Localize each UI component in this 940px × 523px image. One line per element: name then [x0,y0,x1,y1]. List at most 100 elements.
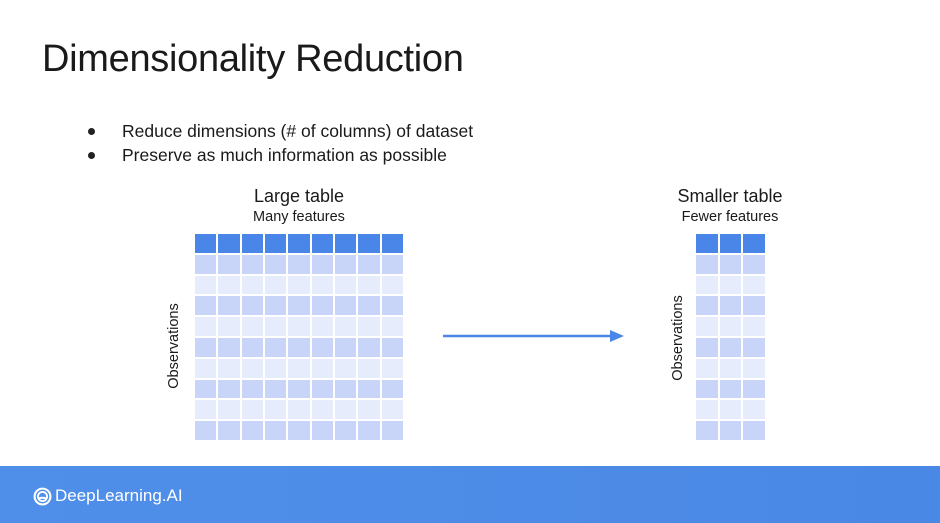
large-table-subtitle: Many features [253,209,345,225]
small-table-cell [719,379,742,399]
large-table-cell [335,338,357,357]
large-table-cell [241,296,263,316]
small-table-cell [743,254,765,274]
small-table-cell [719,296,742,316]
small-table-cell [696,275,718,295]
large-table-cell [381,296,403,316]
large-table-cell [288,421,310,440]
large-table-cell [311,254,333,274]
large-table-cell [358,275,380,295]
large-table-cell [335,358,357,378]
large-table-cell [218,379,240,399]
small-table-subtitle: Fewer features [681,209,779,225]
large-table-cell [311,296,333,316]
large-table-cell [265,254,287,274]
large-table-header-cell [311,234,333,253]
small-table-cell [743,338,765,357]
small-table-cell [743,400,765,420]
large-table-cell [195,296,217,316]
large-table-cell [241,317,263,336]
small-table-cell [743,275,765,295]
large-table-header-cell [195,234,217,253]
large-table-cell [265,338,287,357]
large-table-cell [335,296,357,316]
large-table-cell [218,296,240,316]
small-table-cell [743,421,765,440]
large-table-cell [195,358,217,378]
large-table-cell [288,275,310,295]
bullet-item: Reduce dimensions (# of columns) of data… [88,119,473,143]
large-table-cell [218,421,240,440]
large-table-cell [288,296,310,316]
large-table-cell [381,358,403,378]
small-table-cell [696,317,718,336]
large-table-cell [218,254,240,274]
large-table-cell [195,421,217,440]
large-table-cell [381,317,403,336]
small-table-cell [743,379,765,399]
large-table-cell [241,358,263,378]
large-table-cell [218,358,240,378]
large-table-cell [358,358,380,378]
small-table-cell [696,379,718,399]
large-table-cell [265,358,287,378]
large-table-header-cell [265,234,287,253]
brand-name: DeepLearning.AI [55,486,183,505]
large-table-cell [381,400,403,420]
large-table-cell [288,338,310,357]
bullet-list: Reduce dimensions (# of columns) of data… [88,119,473,167]
small-table-cell [719,254,742,274]
deeplearning-logo-icon [33,487,52,505]
large-table-cell [358,421,380,440]
slide-title: Dimensionality Reduction [42,38,464,80]
large-table-cell [381,338,403,357]
large-table-cell [381,254,403,274]
large-table-header-cell [335,234,357,253]
small-table-cell [719,400,742,420]
bullet-item: Preserve as much information as possible [88,143,473,167]
small-table-title: Smaller table [677,186,783,206]
large-table-cell [358,400,380,420]
large-table-header-cell [358,234,380,253]
large-table-cell [335,421,357,440]
large-table-cell [195,275,217,295]
large-table-cell [265,296,287,316]
large-table-cell [311,400,333,420]
large-table-observations-label: Observations [166,303,182,389]
large-table-cell [218,275,240,295]
large-table-cell [218,338,240,357]
large-table-cell [311,275,333,295]
large-table-cell [195,317,217,336]
large-table-header-cell [381,234,403,253]
small-table-cell [696,421,718,440]
small-table-cell [696,296,718,316]
large-table-cell [311,421,333,440]
small-table-header-cell [696,234,718,253]
small-table-header-cell [743,234,765,253]
large-table-cell [241,421,263,440]
large-table-header-cell [288,234,310,253]
large-table-cell [381,379,403,399]
small-table-cell [719,358,742,378]
large-table-cell [241,275,263,295]
small-table-cell [743,358,765,378]
small-table-cell [696,400,718,420]
small-table-cell [719,338,742,357]
large-table-cell [288,379,310,399]
large-table-cell [241,379,263,399]
large-table-cell [241,338,263,357]
large-table-cell [311,338,333,357]
large-table-header-cell [218,234,240,253]
large-table-cell [195,254,217,274]
large-table-cell [335,317,357,336]
small-table-cell [743,296,765,316]
small-table-cell [696,254,718,274]
large-table-cell [241,400,263,420]
small-table-cell [696,358,718,378]
large-table-title: Large table [253,186,345,206]
large-table-cell [288,358,310,378]
large-table-cell [241,254,263,274]
large-table-header-cell [241,234,263,253]
large-table-cell [358,296,380,316]
large-table-cell [288,317,310,336]
